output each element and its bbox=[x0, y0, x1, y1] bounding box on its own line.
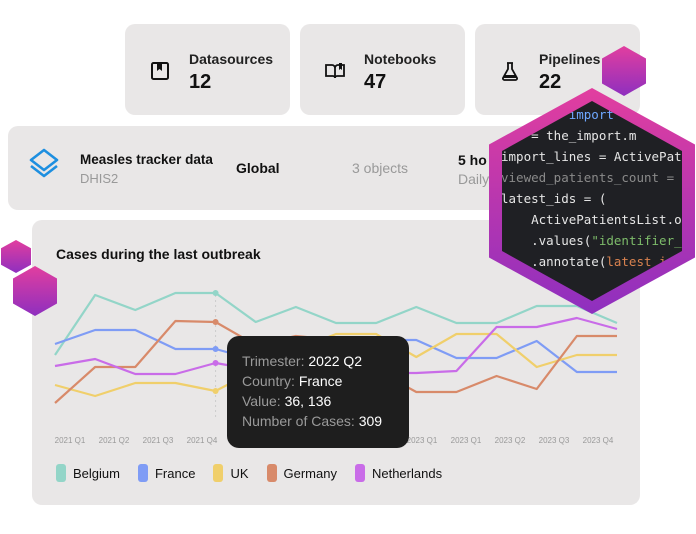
tooltip-country: France bbox=[298, 373, 343, 389]
stat-value: 12 bbox=[189, 71, 212, 93]
x-tick-label: 2023 Q3 bbox=[539, 436, 570, 445]
book-icon bbox=[151, 62, 169, 80]
legend-swatch bbox=[137, 464, 148, 482]
x-tick-label: 2021 Q2 bbox=[99, 436, 130, 445]
decorative-hexagon bbox=[1, 240, 31, 273]
highlight-point bbox=[212, 360, 219, 366]
flask-icon bbox=[502, 62, 518, 81]
chart-title: Cases during the last outbreak bbox=[56, 246, 261, 262]
layers-icon bbox=[29, 148, 59, 178]
highlight-point bbox=[212, 319, 219, 325]
legend-swatch bbox=[266, 464, 277, 482]
x-tick-label: 2023 Q2 bbox=[495, 436, 526, 445]
stat-label: Datasources bbox=[189, 51, 274, 67]
tooltip-trimester: 2022 Q2 bbox=[308, 353, 363, 369]
legend-label: Belgium bbox=[73, 465, 120, 481]
highlight-point bbox=[212, 290, 219, 296]
tooltip-key: Country: bbox=[242, 373, 295, 389]
tooltip-key: Trimester: bbox=[242, 353, 305, 369]
stat-value: 22 bbox=[539, 71, 562, 93]
code-line: viewed_patients_count = f bbox=[501, 170, 690, 185]
chart-legend: Belgium France UK Germany Netherlands bbox=[56, 464, 460, 482]
chart-tooltip: Trimester: 2022 Q2 Country: France Value… bbox=[227, 336, 409, 448]
code-line: .annotate(latest_id=M bbox=[501, 254, 690, 269]
code-line: .values("identifier_c bbox=[501, 233, 690, 248]
code-line: = the_import.m bbox=[501, 128, 637, 143]
stat-value: 47 bbox=[364, 71, 387, 93]
legend-item[interactable]: France bbox=[137, 464, 196, 482]
decorative-hexagon bbox=[13, 266, 57, 316]
legend-item[interactable]: Belgium bbox=[56, 464, 120, 482]
code-line: latest_ids = ( bbox=[501, 191, 607, 206]
notebooks-card[interactable]: Notebooks 47 bbox=[300, 24, 465, 115]
datasource-scope: Global bbox=[236, 160, 280, 176]
legend-item[interactable]: Netherlands bbox=[354, 464, 443, 482]
legend-item[interactable]: Germany bbox=[266, 464, 337, 482]
x-tick-label: 2021 Q4 bbox=[187, 436, 218, 445]
legend-swatch bbox=[56, 464, 66, 482]
open-book-icon bbox=[325, 63, 345, 79]
code-line: import bbox=[501, 107, 614, 122]
series-line-uk bbox=[54, 332, 617, 398]
legend-swatch bbox=[213, 464, 224, 482]
datasource-objects: 3 objects bbox=[352, 160, 409, 176]
series-line-belgium bbox=[54, 291, 618, 356]
tooltip-key: Number of Cases: bbox=[242, 413, 355, 429]
legend-label: France bbox=[154, 465, 196, 481]
highlight-point bbox=[212, 388, 219, 394]
code-line: import_lines = ActivePati bbox=[501, 149, 690, 164]
tooltip-cases: 309 bbox=[358, 413, 383, 429]
code-editor: import = the_import.m import_lines = Acti… bbox=[502, 101, 682, 301]
datasources-card[interactable]: Datasources 12 bbox=[125, 24, 290, 115]
stat-label: Notebooks bbox=[364, 51, 437, 67]
datasource-source: DHIS2 bbox=[80, 171, 119, 186]
code-text: import = the_import.m import_lines = Acti… bbox=[501, 104, 696, 272]
tooltip-key: Value: bbox=[242, 393, 281, 409]
tooltip-value: 36, 136 bbox=[284, 393, 332, 409]
datasource-name: Measles tracker data bbox=[80, 152, 213, 167]
code-line: ActivePatientsList.obj bbox=[501, 212, 696, 227]
x-tick-label: 2021 Q3 bbox=[143, 436, 174, 445]
legend-label: Germany bbox=[283, 465, 337, 481]
highlight-point bbox=[212, 346, 219, 352]
legend-label: Netherlands bbox=[371, 465, 443, 481]
datasource-frequency-sub: Daily bbox=[458, 171, 490, 187]
x-tick-label: 2023 Q1 bbox=[407, 436, 438, 445]
x-tick-label: 2021 Q1 bbox=[55, 436, 86, 445]
x-tick-label: 2023 Q1 bbox=[451, 436, 482, 445]
legend-item[interactable]: UK bbox=[213, 464, 249, 482]
legend-swatch bbox=[354, 464, 365, 482]
x-tick-label: 2023 Q4 bbox=[583, 436, 614, 445]
stat-label: Pipelines bbox=[539, 51, 601, 67]
legend-label: UK bbox=[230, 465, 249, 481]
datasource-frequency: 5 ho bbox=[458, 152, 487, 168]
